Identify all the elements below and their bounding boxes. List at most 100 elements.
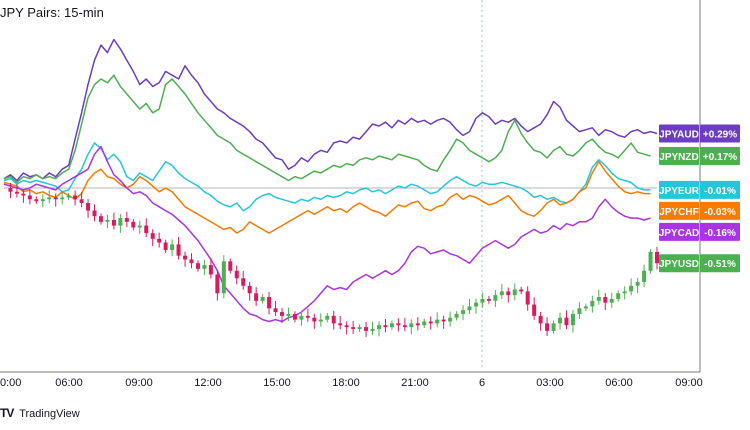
candle-body bbox=[79, 199, 84, 204]
candle-body bbox=[170, 244, 175, 251]
candle-body bbox=[234, 270, 239, 279]
series-label-jpyeur: JPYEUR -0.01% bbox=[659, 180, 740, 199]
candle-body bbox=[325, 315, 330, 320]
series-value: +0.17% bbox=[703, 152, 737, 163]
candle-body bbox=[590, 300, 595, 307]
candle-body bbox=[564, 317, 569, 326]
candle-body bbox=[493, 295, 498, 301]
candle-body bbox=[247, 285, 252, 294]
candle-body bbox=[519, 289, 524, 292]
series-line-jpyeur bbox=[3, 142, 651, 212]
candle-body bbox=[60, 197, 65, 200]
candle-body bbox=[642, 270, 647, 282]
series-value: -0.51% bbox=[704, 259, 736, 270]
candle-body bbox=[603, 297, 608, 303]
candle-body bbox=[189, 259, 194, 264]
candle-body bbox=[338, 323, 343, 326]
candle-body bbox=[105, 219, 110, 222]
candle-body bbox=[473, 302, 478, 307]
candle-body bbox=[215, 274, 220, 294]
series-label-jpychf: JPYCHF -0.03% bbox=[659, 201, 740, 220]
candle-body bbox=[441, 319, 446, 322]
candle-body bbox=[92, 210, 97, 217]
x-tick-label: 12:00 bbox=[194, 377, 222, 389]
candle-body bbox=[499, 291, 504, 296]
tradingview-brand: TV TradingView bbox=[0, 406, 80, 420]
series-value: -0.01% bbox=[704, 186, 736, 197]
tradingview-logo-icon: TV bbox=[0, 406, 14, 420]
candle-body bbox=[609, 298, 614, 303]
candle-body bbox=[538, 315, 543, 324]
brand-name: TradingView bbox=[19, 408, 80, 420]
candle-body bbox=[111, 219, 116, 226]
x-tick-label: 15:00 bbox=[263, 377, 291, 389]
candle-body bbox=[583, 306, 588, 309]
series-line-jpycad bbox=[3, 145, 651, 323]
x-tick-label: 03:00 bbox=[536, 377, 564, 389]
candle-body bbox=[286, 313, 291, 316]
candle-body bbox=[195, 263, 200, 269]
candle-body bbox=[415, 323, 420, 326]
candle-body bbox=[8, 188, 13, 192]
candle-body bbox=[551, 323, 556, 331]
candle-body bbox=[157, 238, 162, 243]
candle-body bbox=[163, 242, 168, 251]
candle-body bbox=[461, 310, 466, 314]
candle-body bbox=[402, 325, 407, 328]
series-label-jpynzd: JPYNZD +0.17% bbox=[659, 147, 740, 166]
candle-body bbox=[422, 321, 427, 326]
candle-body bbox=[428, 321, 433, 324]
candle-body bbox=[312, 317, 317, 322]
x-tick-label: 09:00 bbox=[675, 377, 703, 389]
series-name: JPYNZD bbox=[659, 152, 698, 163]
series-value: -0.16% bbox=[704, 228, 736, 239]
candle-body bbox=[364, 327, 369, 331]
candle-body bbox=[202, 265, 207, 269]
candle-body bbox=[506, 291, 511, 296]
candle-body bbox=[254, 293, 259, 301]
candle-body bbox=[27, 195, 32, 200]
candle-body bbox=[383, 325, 388, 328]
series-line-jpynzd bbox=[3, 74, 651, 184]
candle-body bbox=[480, 298, 485, 303]
candle-body bbox=[454, 313, 459, 318]
series-value: -0.03% bbox=[704, 207, 736, 218]
candle-body bbox=[409, 323, 414, 328]
candle-body bbox=[183, 255, 188, 260]
series-label-jpyaud: JPYAUD +0.29% bbox=[659, 124, 740, 143]
candle-body bbox=[596, 297, 601, 301]
candle-body bbox=[344, 325, 349, 328]
candle-body bbox=[558, 317, 563, 324]
candle-body bbox=[34, 199, 39, 202]
candle-body bbox=[66, 195, 71, 198]
candle-body bbox=[118, 218, 123, 226]
x-tick-label: 06:00 bbox=[605, 377, 633, 389]
candle-body bbox=[570, 313, 575, 326]
candle-body bbox=[467, 306, 472, 311]
candle-body bbox=[629, 285, 634, 292]
candle-body bbox=[273, 308, 278, 313]
candle-body bbox=[655, 251, 659, 264]
series-name: JPYCHF bbox=[659, 207, 698, 218]
candle-body bbox=[176, 244, 181, 256]
candle-body bbox=[124, 218, 129, 222]
candle-body bbox=[228, 261, 233, 271]
candle-body bbox=[616, 293, 621, 299]
candle-body bbox=[435, 319, 440, 324]
candle-body bbox=[396, 323, 401, 326]
candle-body bbox=[144, 225, 149, 234]
series-line-jpyaud bbox=[3, 38, 658, 182]
candle-body bbox=[292, 313, 297, 320]
candle-body bbox=[635, 282, 640, 286]
candle-body bbox=[131, 221, 136, 228]
candle-body bbox=[370, 329, 375, 331]
candle-body bbox=[357, 327, 362, 329]
candle-body bbox=[98, 216, 103, 222]
series-value: +0.29% bbox=[703, 129, 737, 140]
candle-body bbox=[53, 197, 58, 200]
candle-body bbox=[21, 193, 26, 196]
x-tick-label: 18:00 bbox=[332, 377, 360, 389]
candle-body bbox=[577, 308, 582, 314]
series-line-jpychf bbox=[3, 160, 651, 234]
